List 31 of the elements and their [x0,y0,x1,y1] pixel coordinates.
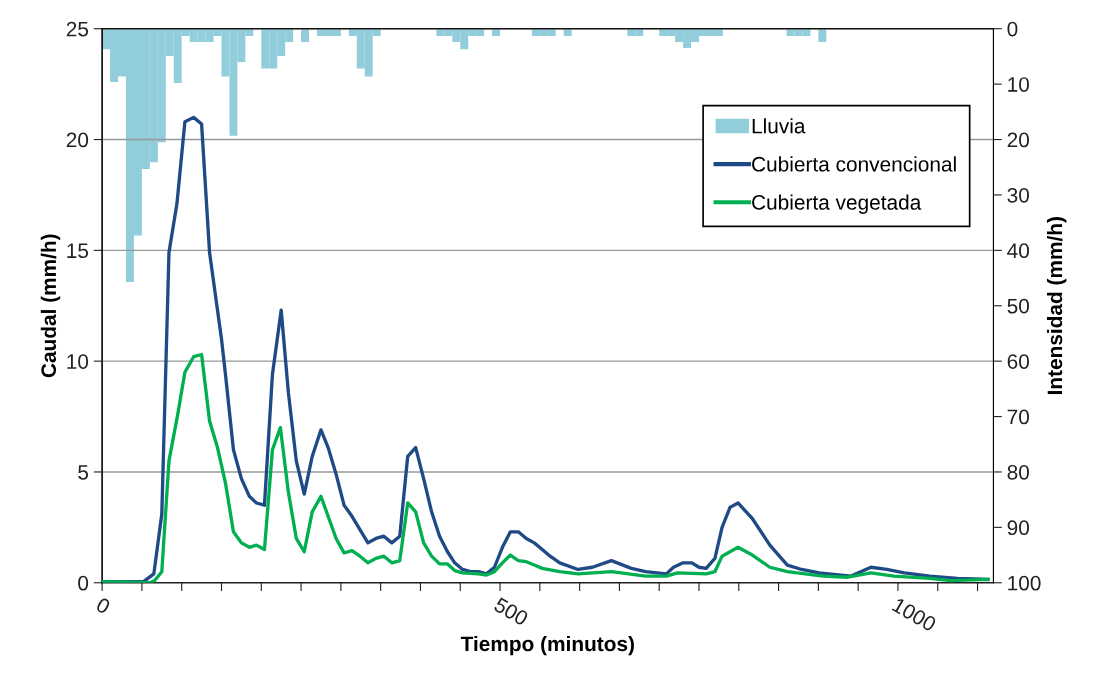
y2-tick-label: 70 [1007,409,1029,425]
y-axis-title: Caudal (mm/h) [40,234,61,378]
x-tick-label: 500 [493,596,530,627]
y-tick-label: 5 [78,465,89,480]
y2-tick-label: 60 [1007,354,1029,369]
legend-label: Lluvia [752,118,806,134]
y2-tick-label: 50 [1007,298,1029,314]
y2-tick-label: 100 [1008,575,1041,591]
y2-tick-label: 20 [1007,132,1029,148]
y2-axis-title: Intensidad (mm/h) [1046,217,1067,395]
line-series [102,352,990,583]
x-axis-title: Tiempo (minutos) [460,635,634,656]
y-tick-label: 25 [66,21,89,37]
y2-tick-label: 40 [1007,243,1029,259]
y2-tick-label: 10 [1008,77,1029,92]
y2-tick-label: 30 [1007,187,1029,203]
y-tick-label: 0 [78,575,89,591]
x-tick-label: 0 [95,596,112,615]
y-tick-label: 20 [66,132,89,148]
bar [563,28,572,36]
y-tick-label: 10 [67,354,89,369]
legend-label: Cubierta vegetada [752,194,922,214]
y2-tick-label: 80 [1007,464,1029,480]
bar [818,28,827,43]
y-tick-label: 15 [67,243,89,259]
y2-tick-label: 90 [1007,520,1029,536]
bar [492,28,501,36]
legend-label: Cubierta convencional [752,156,956,172]
y2-tick-label: 0 [1007,21,1018,37]
bar [301,28,310,43]
x-tick-label: 1000 [891,597,938,632]
